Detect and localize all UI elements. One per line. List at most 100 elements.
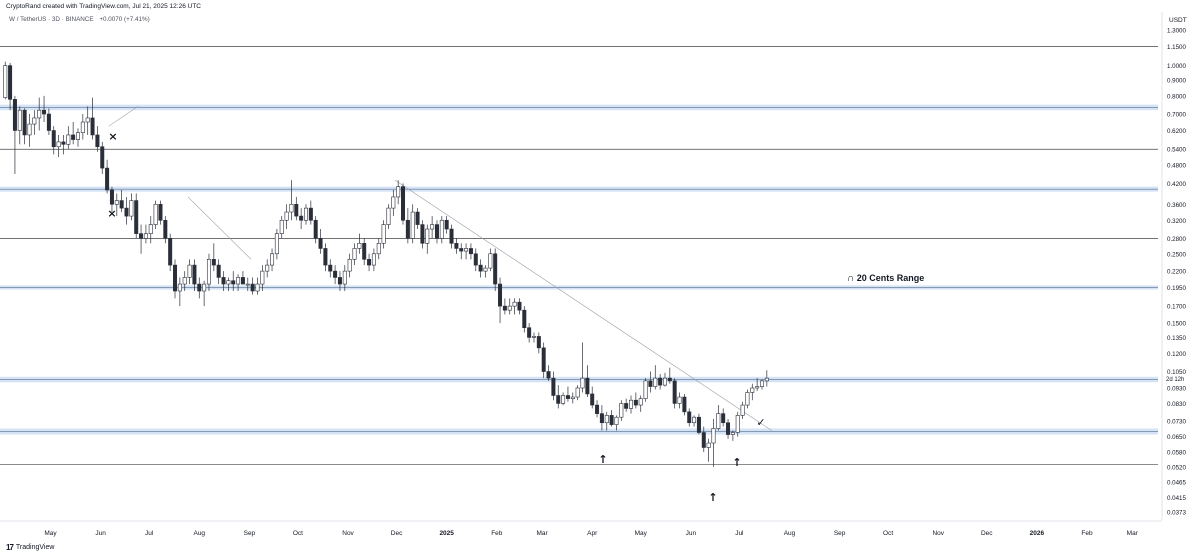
- candle-down: [139, 233, 144, 239]
- candle-up: [143, 233, 148, 239]
- time-tick-label: Sep: [834, 530, 846, 537]
- candle-down: [498, 283, 503, 307]
- candle-down: [468, 248, 473, 255]
- candle-down: [158, 203, 163, 221]
- candle-down: [565, 395, 570, 399]
- candle-up: [531, 336, 536, 338]
- price-tick-label: 0.0415: [1167, 495, 1186, 502]
- candle-up: [187, 264, 192, 278]
- time-tick-label: Jul: [145, 530, 154, 537]
- candle-down: [667, 377, 672, 382]
- candle-up: [274, 233, 279, 255]
- candle-down: [367, 259, 372, 266]
- tradingview-logo-icon: 17: [6, 543, 14, 552]
- candle-up: [464, 248, 469, 252]
- symbol-legend: W / TetherUS · 3D · BINANCE +0.0070 (+7.…: [9, 16, 154, 23]
- candle-down: [590, 393, 595, 406]
- candle-up: [148, 224, 153, 234]
- candle-up: [643, 380, 648, 399]
- candle-up: [619, 403, 624, 418]
- candle-up: [245, 283, 250, 286]
- price-tick-label: 0.0930: [1167, 385, 1186, 392]
- time-tick-label: 2025: [439, 530, 454, 537]
- candle-up: [575, 387, 580, 398]
- candle-down: [672, 380, 677, 404]
- candle-down: [168, 238, 173, 266]
- candle-up: [430, 224, 435, 230]
- candle-down: [585, 377, 590, 395]
- price-tick-label: 0.9000: [1167, 77, 1186, 84]
- candle-down: [502, 305, 507, 311]
- candle-down: [328, 264, 333, 272]
- price-tick-label: 0.3200: [1167, 218, 1186, 225]
- candle-up: [745, 392, 750, 406]
- price-tick-label: 0.0730: [1167, 418, 1186, 425]
- candle-up: [279, 219, 284, 234]
- candle-up: [265, 264, 270, 272]
- candle-down: [22, 109, 27, 136]
- candle-up: [740, 404, 745, 416]
- candle-down: [721, 413, 726, 424]
- price-tick-label: 0.1350: [1167, 335, 1186, 342]
- price-tick-label: 0.4200: [1167, 181, 1186, 188]
- price-tick-label: 0.0830: [1167, 401, 1186, 408]
- candle-up: [289, 203, 294, 213]
- candle-down: [231, 280, 236, 285]
- candle-down: [444, 219, 449, 230]
- candle-down: [124, 207, 129, 217]
- price-tick-label: 0.0650: [1167, 434, 1186, 441]
- candle-up: [236, 277, 241, 285]
- candle-down: [109, 189, 114, 205]
- candle-down: [658, 377, 663, 386]
- candle-down: [240, 277, 245, 285]
- price-axis-unit: USDT: [1169, 17, 1187, 24]
- up-arrow-icon: ↑: [732, 456, 741, 469]
- candle-down: [624, 403, 629, 409]
- candle-up: [677, 396, 682, 404]
- candle-up: [716, 413, 721, 429]
- candle-down: [42, 109, 47, 115]
- candle-up: [425, 228, 430, 244]
- candle-down: [8, 65, 13, 100]
- candle-up: [376, 243, 381, 255]
- candle-down: [687, 411, 692, 424]
- time-tick-label: Oct: [883, 530, 893, 537]
- range-annotation: ∩ 20 Cents Range: [847, 273, 924, 284]
- candle-down: [522, 309, 527, 329]
- candle-up: [206, 259, 211, 285]
- price-tick-label: 1.3000: [1167, 28, 1186, 35]
- time-tick-label: Mar: [1127, 530, 1139, 537]
- time-tick-label: Mar: [536, 530, 548, 537]
- candle-down: [478, 264, 483, 272]
- candle-up: [512, 301, 517, 307]
- candle-down: [527, 327, 532, 338]
- price-tick-label: 0.1700: [1167, 304, 1186, 311]
- candle-down: [362, 243, 367, 260]
- price-tick-label: 0.2200: [1167, 269, 1186, 276]
- candle-up: [653, 377, 658, 387]
- candle-down: [294, 203, 299, 217]
- candle-up: [80, 121, 85, 134]
- time-tick-label: Apr: [587, 530, 598, 537]
- range-annotation-label: 20 Cents Range: [856, 273, 925, 283]
- time-tick-label: Jul: [735, 530, 744, 537]
- trendline: [394, 179, 772, 431]
- cross-marker: ×: [107, 207, 116, 220]
- price-tick-label: 0.0520: [1167, 464, 1186, 471]
- candle-down: [119, 200, 124, 209]
- candle-down: [493, 253, 498, 285]
- candle-down: [337, 277, 342, 285]
- price-tick-label: 0.6200: [1167, 128, 1186, 135]
- candle-down: [308, 207, 313, 221]
- candle-up: [391, 196, 396, 209]
- candle-down: [459, 248, 464, 252]
- candle-up: [381, 224, 386, 244]
- candle-down: [536, 336, 541, 349]
- candle-up: [129, 200, 134, 217]
- candle-up: [570, 396, 575, 399]
- candle-down: [556, 395, 561, 404]
- candle-down: [100, 146, 105, 169]
- time-tick-label: Dec: [981, 530, 993, 537]
- candle-up: [507, 305, 512, 311]
